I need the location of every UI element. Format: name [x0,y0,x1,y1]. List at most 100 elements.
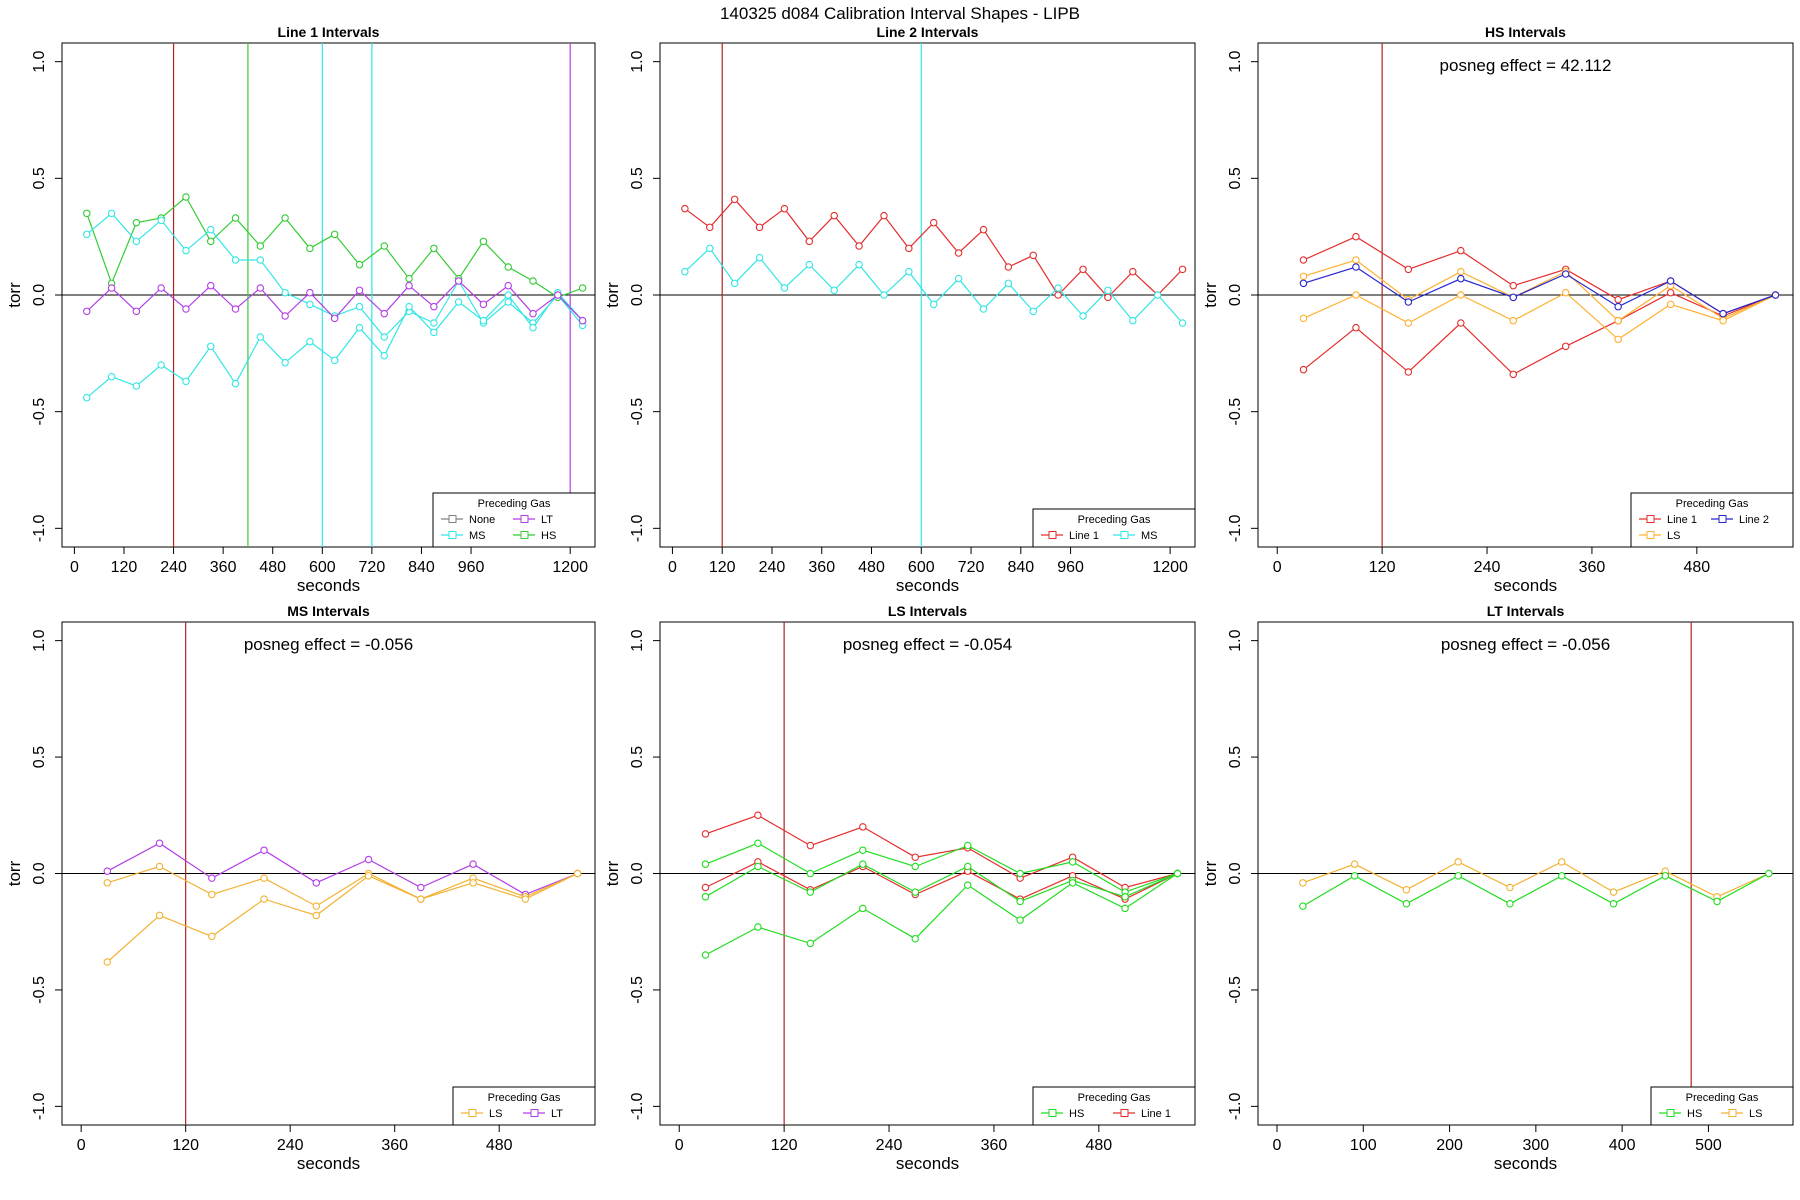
data-point [281,214,289,222]
data-point [83,209,91,218]
data-point [206,237,215,246]
data-point [1614,302,1622,311]
data-point [1352,323,1360,332]
chart-title: MS Intervals [287,603,370,619]
data-point [132,237,141,246]
y-tick-label: 0.5 [1227,746,1244,768]
data-point [979,225,988,234]
data-point [755,223,764,232]
y-tick-label: 0.0 [1227,862,1244,884]
data-point [103,867,112,875]
series-line-1 [701,858,1182,903]
legend-swatch-marker [448,531,457,539]
data-point [806,939,815,948]
data-point [157,284,165,292]
data-point [107,284,116,292]
y-tick-label: -1.0 [629,1092,646,1120]
data-point [1029,251,1038,260]
series-line [107,842,578,896]
series-lt [83,277,587,325]
data-point [1404,319,1413,327]
data-point [806,869,815,878]
data-point [855,242,863,250]
data-point [1129,316,1137,325]
data-point [1771,291,1780,299]
data-point [380,242,389,250]
x-tick-label: 100 [1350,1137,1377,1154]
data-point [859,823,867,831]
data-point [706,244,714,253]
y-tick-label: 0.0 [629,284,646,306]
data-point [1153,291,1162,299]
data-point [754,862,762,871]
x-axis-label: seconds [896,1154,959,1173]
series-line-1 [681,195,1187,302]
data-point [355,323,364,332]
data-point [1079,265,1087,274]
y-axis-label: torr [603,860,622,886]
legend-swatch-marker [1120,531,1129,539]
data-point [182,377,190,386]
y-tick-label: 0.0 [629,862,646,884]
data-point [1557,858,1566,866]
x-tick-label: 360 [381,1137,408,1154]
y-tick-label: -0.5 [31,398,48,426]
data-point [430,319,438,327]
legend-entry-label: LS [1667,530,1680,542]
data-point [1614,316,1622,325]
data-point [905,244,913,253]
data-point [107,209,116,218]
data-point [306,288,314,297]
posneg-annotation: posneg effect = 42.112 [1440,56,1612,75]
data-point [1173,869,1182,878]
legend-swatch-marker [1646,531,1655,539]
y-axis-label: torr [603,282,622,308]
series-line [1303,291,1776,341]
data-point [454,298,463,306]
x-tick-label: 360 [210,559,237,576]
data-point [911,853,920,861]
data-point [1068,858,1077,866]
data-point [681,267,689,276]
data-point [1614,295,1622,304]
x-tick-label: 720 [958,559,985,576]
data-point [1016,869,1024,878]
legend-swatch-marker [1646,515,1655,523]
data-point [312,879,321,887]
x-tick-label: 240 [160,559,187,576]
chart-panel-1: Line 1 Intervals 1.0 0.5 0.0 -0.5 -1.0 torr 0 12… [5,24,596,595]
x-tick-label: 600 [309,559,336,576]
data-point [330,356,339,365]
legend-box [1032,1086,1196,1126]
data-point [1609,888,1618,896]
data-point [1402,886,1411,894]
y-axis-label: torr [5,860,24,886]
x-tick-label: 120 [709,559,736,576]
data-point [469,860,477,868]
x-axis-label: seconds [1494,1154,1557,1173]
series-line [1303,259,1776,322]
data-point [755,253,764,262]
data-point [157,361,165,369]
legend-title: Preceding Gas [488,1092,561,1104]
data-point [754,923,762,931]
x-tick-label: 500 [1695,1137,1722,1154]
data-point [1661,872,1670,880]
data-point [355,286,364,295]
data-point [1719,309,1727,318]
y-tick-label: 0.0 [31,284,48,306]
data-point [780,284,789,292]
legend: Preceding Gas HS LS [1650,1086,1794,1126]
data-point [1509,370,1518,379]
series-line [705,873,1178,956]
data-point [355,302,364,311]
y-tick-label: 1.0 [1227,50,1244,72]
x-tick-label: 120 [111,559,138,576]
data-point [231,256,240,264]
data-point [405,274,413,283]
data-point [103,879,112,887]
data-point [1404,368,1413,376]
data-point [1457,291,1465,299]
data-point [880,291,888,299]
